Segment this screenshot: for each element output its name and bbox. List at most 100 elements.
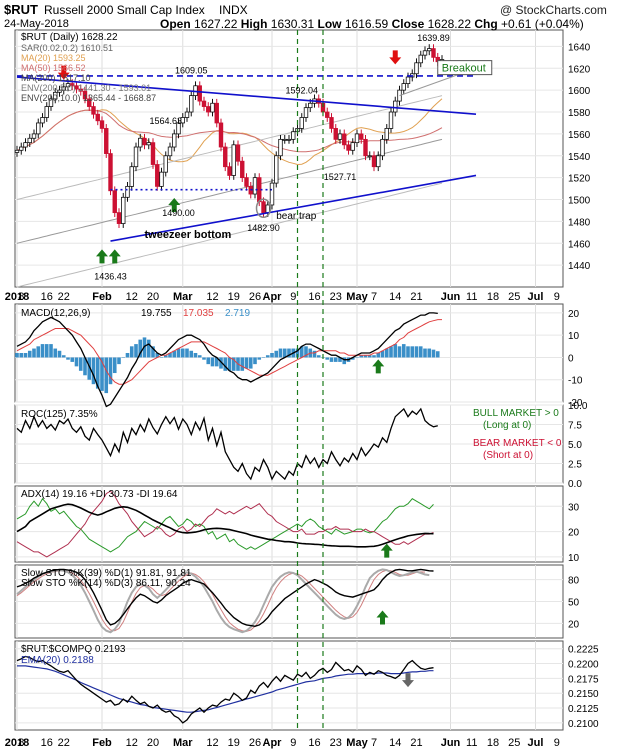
symbol: $RUT <box>4 2 38 17</box>
macd-histogram-bar <box>189 350 194 358</box>
candle-body <box>337 133 343 140</box>
sto39-k-line <box>16 568 434 628</box>
adx-line <box>16 503 434 548</box>
macd-histogram-bar <box>325 357 330 360</box>
candle-body <box>210 102 215 113</box>
adx-title: ADX(14) 19.16 +DI 30.73 -DI 19.64 <box>21 489 178 500</box>
macd-histogram-bar <box>108 357 113 385</box>
macd-histogram-bar <box>282 348 287 358</box>
macd-histogram-bar <box>287 348 291 358</box>
macd-histogram-bar <box>87 357 92 380</box>
sto14-k-line <box>16 568 430 634</box>
x-tick-label: 12 <box>206 291 218 303</box>
macd-histogram-bar <box>151 346 155 358</box>
candle-body <box>19 146 24 151</box>
macd-histogram-bar <box>397 346 402 358</box>
candle-body <box>384 128 389 140</box>
low-value: 1616.59 <box>344 17 389 31</box>
y-tick-label: 1440 <box>568 261 591 272</box>
bear-market-label: BEAR MARKET < 0 <box>473 438 562 449</box>
sto14-title: Slow STO %K(14) %D(3) 86.11, 90.24 <box>21 578 191 589</box>
ohlc-bar: Open 1627.22 High 1630.31 Low 1616.59 Cl… <box>160 17 584 31</box>
macd-histogram-bar <box>146 339 151 358</box>
candle-body <box>23 142 28 148</box>
y-tick-label: 20 <box>568 309 580 320</box>
candle-body <box>146 142 151 146</box>
candle-body <box>299 117 304 129</box>
buy-arrow-icon <box>96 249 108 264</box>
candle-body <box>269 182 275 206</box>
candle-body <box>155 164 160 187</box>
candle-body <box>142 137 147 146</box>
macd-histogram-bar <box>70 357 75 362</box>
x-tick-label: May <box>346 291 368 303</box>
macd-histogram-bar <box>91 357 96 385</box>
macd-histogram-bar <box>253 357 257 365</box>
candle-body <box>74 85 79 90</box>
candle-body <box>48 98 54 107</box>
exchange: INDX <box>219 3 248 17</box>
candle-body <box>265 204 270 214</box>
candle-body <box>401 83 406 91</box>
candle-body <box>346 144 351 151</box>
x-tick-label: 18 <box>487 737 499 749</box>
plus-di-line <box>16 497 434 553</box>
macd-histogram-bar <box>44 344 49 358</box>
candle-body <box>78 88 83 92</box>
macd-histogram-bar <box>129 346 134 358</box>
x-tick-label: 11 <box>466 737 477 749</box>
macd-histogram-bar <box>40 344 45 358</box>
y-tick-label: -20 <box>568 398 583 409</box>
macd-histogram-bar <box>176 348 181 358</box>
macd-histogram-bar <box>78 357 83 371</box>
candle-body <box>278 138 283 157</box>
y-tick-label: 0.2150 <box>568 689 599 700</box>
x-tick-label: 26 <box>249 737 261 749</box>
y-tick-label: 1600 <box>568 86 591 97</box>
high-value: 1630.31 <box>270 17 315 31</box>
price-legend-item: MA(20) 1593.25 <box>21 53 86 63</box>
sell-arrow-icon <box>57 65 70 80</box>
macd-histogram-bar <box>125 353 130 358</box>
candle-body <box>121 196 126 224</box>
macd-histogram-bar <box>418 346 423 358</box>
candle-body <box>274 155 279 184</box>
roc-title: ROC(125) 7.35% <box>21 409 98 420</box>
x-tick-label: 2018 <box>5 737 29 749</box>
ratio-ema-legend: EMA(20) 0.2188 <box>21 655 94 666</box>
candle-body <box>422 50 428 56</box>
macd-histogram-bar <box>423 348 427 358</box>
macd-title: MACD(12,26,9) <box>21 308 90 319</box>
price-label: 1527.71 <box>324 172 357 182</box>
chg-value: +0.61 (+0.04%) <box>501 17 584 31</box>
buy-arrow-icon <box>168 197 181 212</box>
macd-histogram-bar <box>185 348 189 358</box>
macd-histogram-bar <box>244 357 249 369</box>
macd-histogram-bar <box>355 357 359 358</box>
candle-body <box>150 142 156 165</box>
roc-line <box>16 407 438 481</box>
candle-body <box>65 83 71 88</box>
ma50-line <box>16 109 443 153</box>
candle-body <box>227 166 232 176</box>
macd-histogram-bar <box>49 344 53 358</box>
y-tick-label: 1620 <box>568 64 591 75</box>
y-tick-label: 50 <box>568 598 580 609</box>
macd-histogram-bar <box>66 357 70 360</box>
x-tick-label: 23 <box>330 737 342 749</box>
close-value: 1628.22 <box>427 17 471 31</box>
x-tick-label: 9 <box>554 291 560 303</box>
macd-histogram-bar <box>168 353 172 358</box>
macd-histogram-bar <box>342 357 347 365</box>
price-label: 1592.04 <box>285 85 318 95</box>
candle-body <box>53 91 58 100</box>
macd-histogram-bar <box>414 346 419 358</box>
x-tick-label: 12 <box>206 737 218 749</box>
bear-trap-circle <box>255 198 272 219</box>
x-tick-label: 21 <box>410 291 422 303</box>
macd-histogram-bar <box>295 348 300 358</box>
candle-body <box>82 90 88 100</box>
macd-histogram-bar <box>15 353 19 358</box>
candle-body <box>206 106 211 113</box>
macd-histogram-bar <box>278 348 283 358</box>
